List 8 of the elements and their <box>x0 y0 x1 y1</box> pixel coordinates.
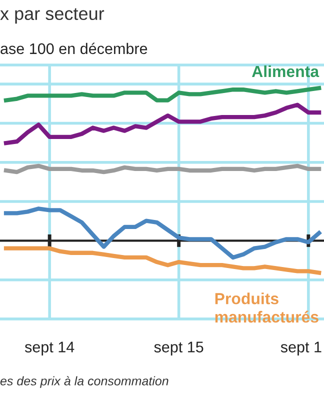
chart-title: x par secteur <box>0 8 104 24</box>
text: es des prix à la consommation <box>0 376 168 388</box>
series-label: Produits manufacturés <box>215 292 318 323</box>
x-tick-label: sept 15 <box>154 342 204 356</box>
chart-subtitle: ase 100 en décembre <box>0 42 148 54</box>
x-tick-label: sept 1 <box>280 342 322 356</box>
x-tick-label: sept 14 <box>24 342 74 356</box>
series-label: Alimenta <box>252 65 320 78</box>
